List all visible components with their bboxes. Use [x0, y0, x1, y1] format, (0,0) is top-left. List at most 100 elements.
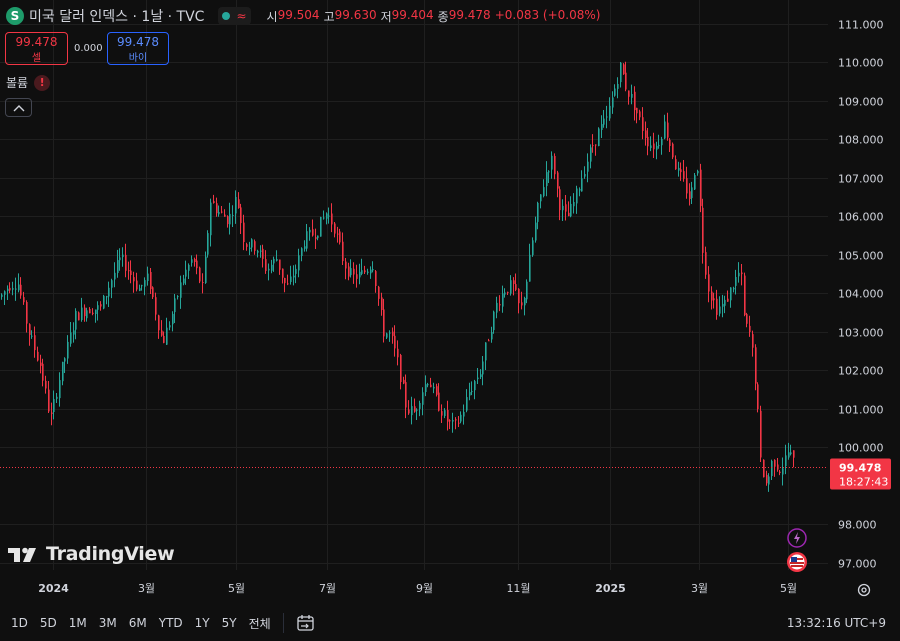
candle-body	[766, 474, 768, 484]
candle-body	[529, 254, 531, 282]
candle-body	[177, 296, 179, 298]
candle-body	[749, 325, 751, 332]
candle-body	[634, 91, 636, 111]
plot-area[interactable]	[0, 0, 828, 570]
candle-body	[312, 229, 314, 236]
clock-display[interactable]: 13:32:16 UTC+9	[786, 616, 886, 630]
candle-body	[466, 397, 468, 411]
bottom-toolbar: 1D 5D 1M 3M 6M YTD 1Y 5Y 전체 13:32:16 UTC…	[0, 605, 900, 641]
candle-body	[315, 237, 317, 239]
candle-body	[188, 264, 190, 271]
timeframe-1d[interactable]: 1D	[11, 616, 28, 630]
candle-body	[144, 280, 146, 287]
settings-icon[interactable]	[856, 582, 872, 598]
candle-body	[117, 260, 119, 273]
candle-body	[546, 172, 548, 187]
candle-body	[194, 259, 196, 262]
candle-body	[262, 248, 264, 259]
symbol-title[interactable]: 미국 달러 인덱스 · 1날 · TVC	[29, 9, 205, 25]
volume-label: 볼륨	[6, 76, 29, 90]
candle-body	[381, 297, 383, 310]
candle-body	[513, 280, 515, 284]
candle-body	[106, 296, 108, 298]
candle-body	[163, 336, 165, 343]
candle-body	[232, 215, 234, 216]
candle-body	[504, 292, 506, 295]
us-flag-icon[interactable]	[787, 552, 807, 572]
candle-body	[480, 374, 482, 377]
timeframe-6m[interactable]: 6M	[128, 616, 147, 630]
candle-body	[199, 267, 201, 282]
x-tick-label: 5월	[780, 582, 797, 595]
candle-body	[337, 233, 339, 235]
timeframe-3m[interactable]: 3M	[98, 616, 117, 630]
candle-body	[205, 256, 207, 283]
warning-icon[interactable]: !	[34, 74, 51, 91]
ohlc-values: 시 99.504 고 99.630 저 99.404 종 99.478 +0.0…	[267, 8, 605, 25]
candle-body	[419, 403, 421, 409]
candle-body	[436, 386, 438, 395]
candle-body	[147, 273, 149, 281]
candle-body	[141, 285, 143, 287]
candle-body	[64, 358, 66, 362]
price-chart[interactable]: 111.000 110.000 109.000 108.000 107.000 106.0…	[0, 0, 900, 605]
candle-body	[460, 414, 462, 422]
candle-body	[97, 305, 99, 310]
candle-body	[774, 459, 776, 467]
candle-body	[12, 288, 14, 290]
candle-body	[370, 269, 372, 274]
candle-body	[727, 298, 729, 302]
candle-body	[631, 94, 633, 98]
candle-body	[771, 460, 773, 476]
candle-body	[474, 381, 476, 391]
price-axis[interactable]: 111.000 110.000 109.000 108.000 107.000 106.0…	[838, 19, 884, 571]
candle-body	[625, 72, 627, 90]
buy-button[interactable]: 99.478 바이	[107, 32, 169, 65]
candle-body	[218, 212, 220, 215]
timeframe-1m[interactable]: 1M	[68, 616, 87, 630]
timeframe-all[interactable]: 전체	[248, 616, 271, 631]
candle-body	[411, 406, 413, 416]
candle-body	[48, 389, 50, 412]
volume-indicator[interactable]: 볼륨 !	[6, 74, 51, 91]
candle-body	[675, 159, 677, 170]
collapse-button[interactable]	[5, 98, 32, 117]
x-tick-label: 11월	[506, 582, 530, 595]
sell-button[interactable]: 99.478 셀	[5, 32, 68, 65]
candle-body	[122, 254, 124, 258]
candle-body	[427, 384, 429, 386]
candle-body	[158, 315, 160, 331]
candle-body	[284, 278, 286, 284]
candle-body	[433, 386, 435, 389]
candle-body	[430, 384, 432, 388]
candle-body	[326, 213, 328, 219]
time-axis[interactable]: 2024 3월 5월 7월 9월 11월 2025 3월 5월	[38, 582, 797, 595]
tradingview-logo[interactable]: TradingView	[8, 543, 175, 565]
timeframe-ytd[interactable]: YTD	[158, 616, 183, 630]
candle-body	[741, 272, 743, 275]
candle-body	[790, 452, 792, 455]
candle-body	[34, 335, 36, 351]
candle-body	[452, 420, 454, 422]
calendar-icon[interactable]	[296, 614, 316, 632]
candle-body	[257, 250, 259, 253]
candle-body	[444, 410, 446, 416]
candle-body	[111, 280, 113, 288]
candle-body	[614, 88, 616, 96]
candle-body	[224, 214, 226, 217]
candle-body	[298, 255, 300, 271]
market-status[interactable]: ≈	[218, 7, 251, 25]
candle-body	[485, 342, 487, 361]
candle-body	[183, 278, 185, 284]
timeframe-5d[interactable]: 5D	[39, 616, 57, 630]
candle-body	[691, 187, 693, 199]
candle-body	[623, 64, 625, 75]
timeframe-1y[interactable]: 1Y	[194, 616, 210, 630]
candle-body	[568, 212, 570, 217]
candle-body	[694, 175, 696, 190]
timeframe-5y[interactable]: 5Y	[221, 616, 237, 630]
candle-body	[642, 117, 644, 131]
dollar-symbol-icon[interactable]: S	[6, 7, 24, 25]
lightning-icon[interactable]	[787, 528, 807, 548]
candle-body	[394, 335, 396, 349]
